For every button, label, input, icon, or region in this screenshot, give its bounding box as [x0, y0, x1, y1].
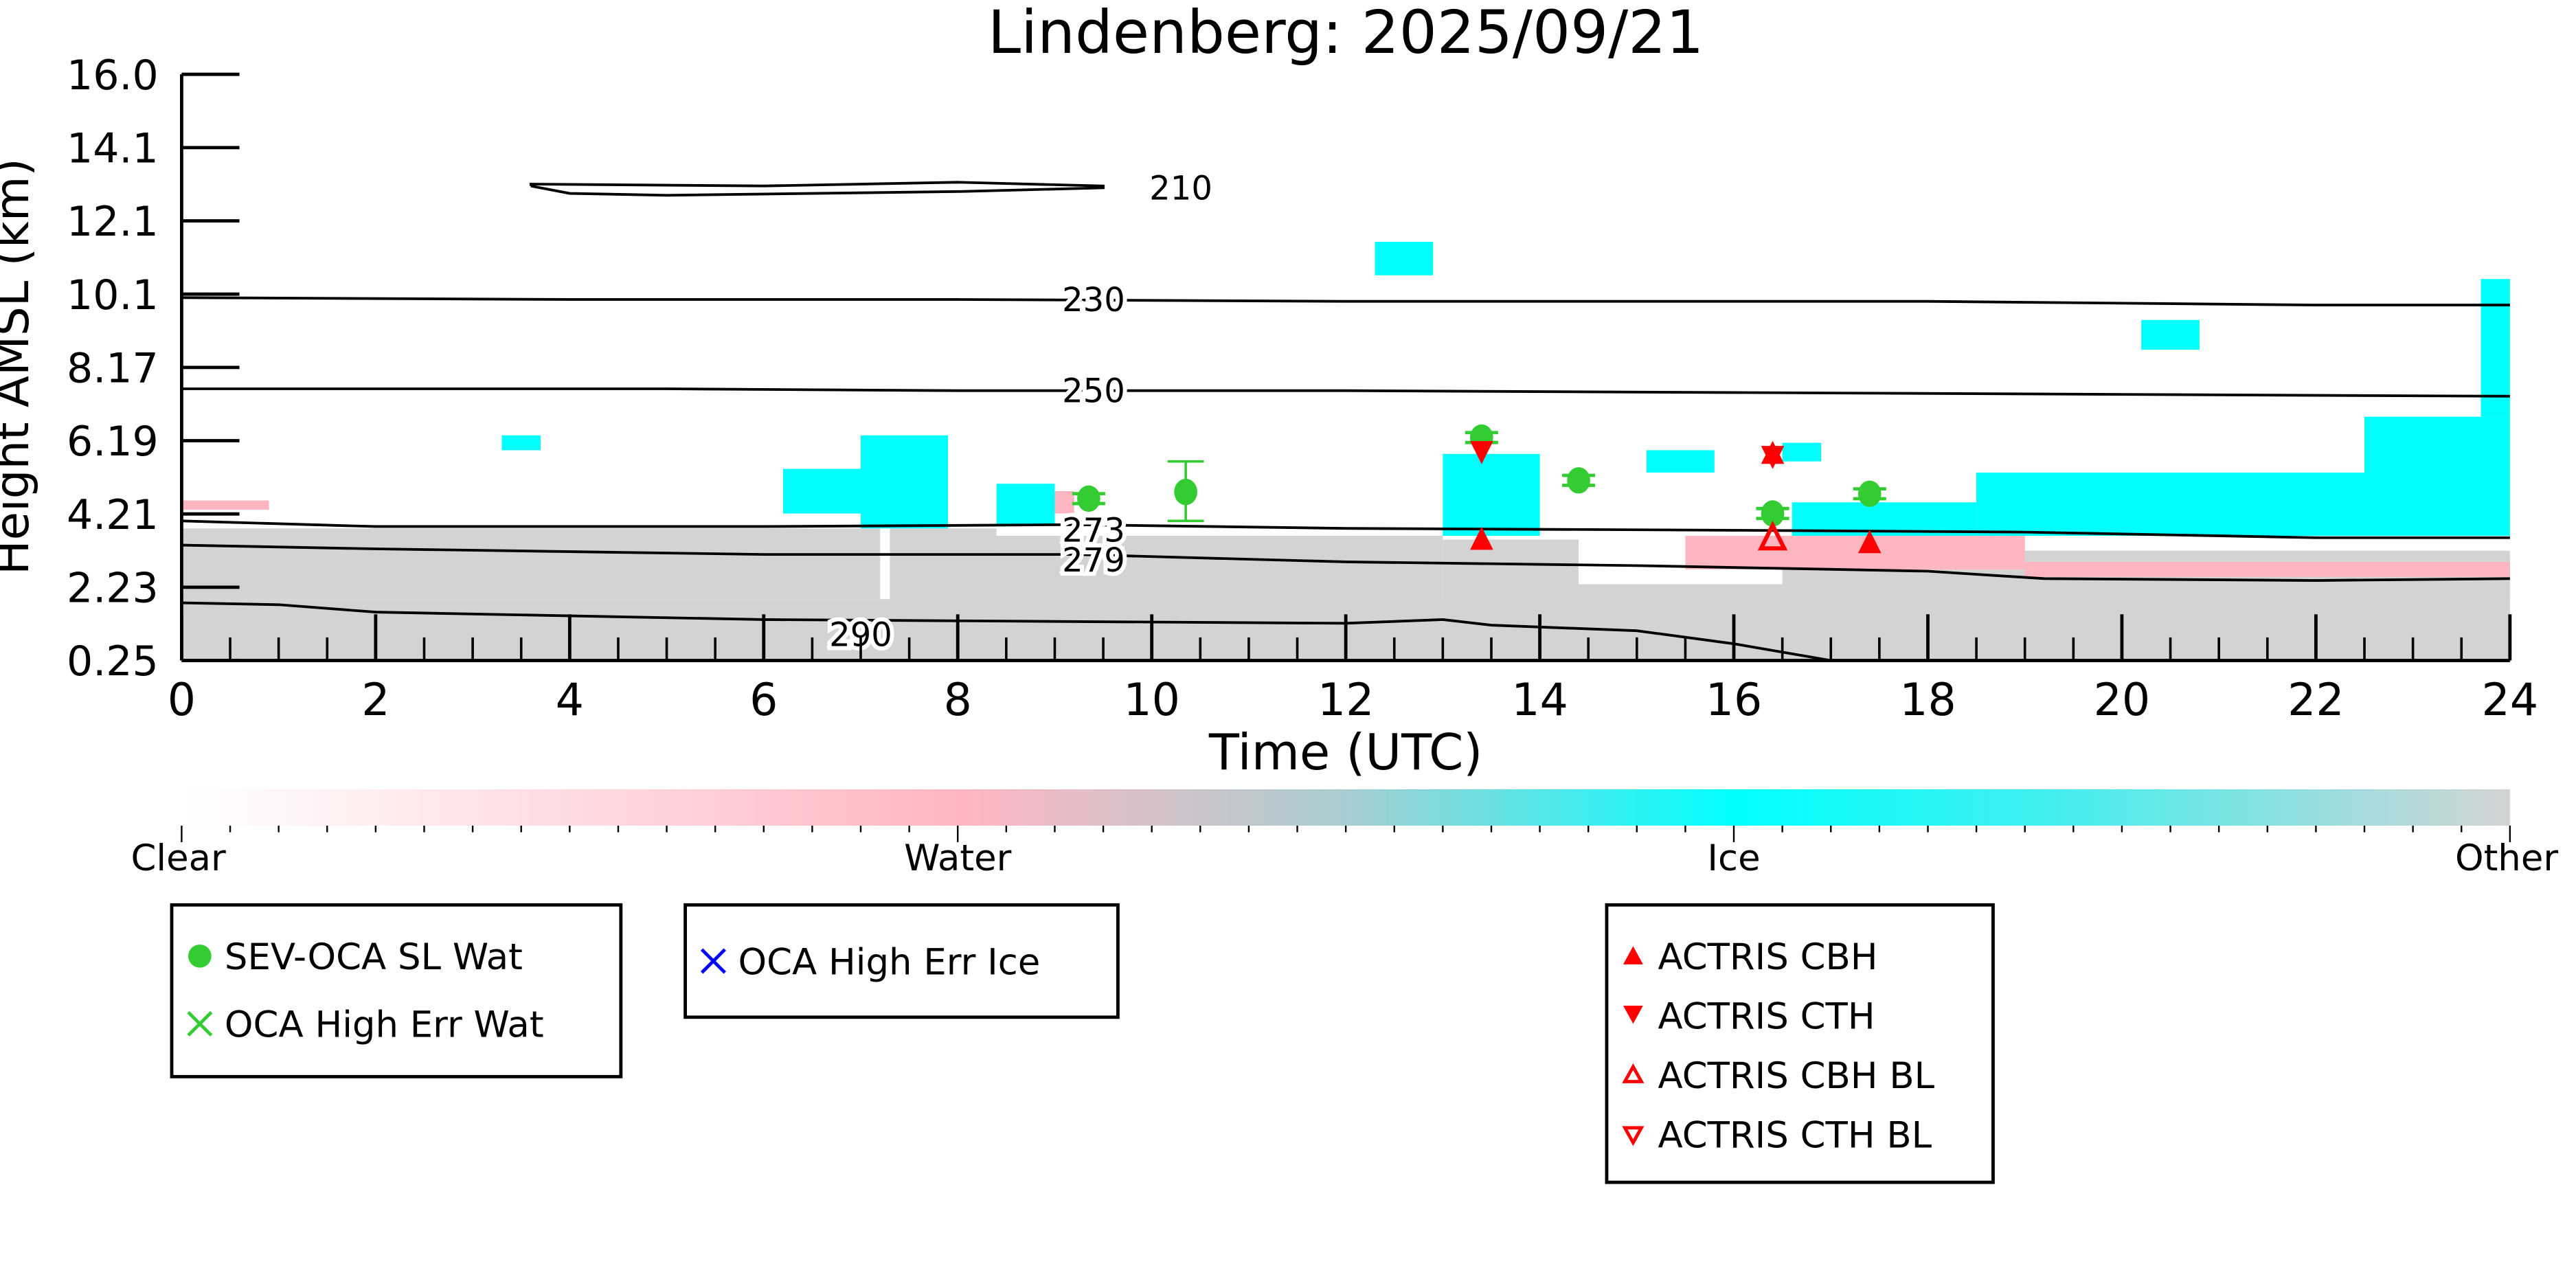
cloud-region-water — [181, 500, 269, 510]
legend-marker-x — [187, 1010, 213, 1037]
y-tick-label: 8.17 — [67, 344, 159, 392]
marker-actris-cbh — [1470, 526, 1493, 550]
legend-label: SEV-OCA SL Wat — [225, 936, 523, 978]
x-axis-label: Time (UTC) — [1208, 724, 1483, 782]
cloud-region-other — [1443, 539, 1579, 614]
cloud-region-other — [996, 536, 1443, 611]
x-tick-label: 22 — [2287, 675, 2345, 726]
marker-actris-cth — [1470, 441, 1493, 464]
legend-marker-sev-oca — [188, 945, 212, 968]
x-tick-label: 24 — [2482, 675, 2539, 726]
colorbar-gradient — [181, 789, 2510, 826]
x-tick-label: 8 — [944, 675, 972, 726]
legend-label: ACTRIS CTH BL — [1658, 1115, 1932, 1157]
cloud-region-ice — [861, 435, 949, 529]
colorbar-label-other: Other — [2455, 837, 2558, 879]
legend-sev-oca: SEV-OCA SL Wat OCA High Err Wat — [170, 903, 623, 1078]
x-tick-label: 14 — [1511, 675, 1568, 726]
x-tick-label: 2 — [361, 675, 389, 726]
y-tick-label: 2.23 — [67, 565, 159, 613]
contour-label-279: 279 — [1062, 541, 1125, 580]
cloud-region-other — [1579, 584, 1783, 611]
marker-sev-oca-sl-wat — [1567, 467, 1590, 494]
cloud-region-other — [181, 528, 881, 600]
colorbar-label-clear: Clear — [131, 837, 226, 879]
cloud-region-ice — [1782, 442, 1822, 462]
cloud-region-ice — [2141, 319, 2200, 350]
contour-line-230 — [181, 296, 2510, 307]
legend-marker-x — [700, 948, 726, 974]
y-tick-label: 4.21 — [67, 491, 159, 539]
y-tick-label: 16.0 — [67, 52, 159, 100]
x-tick-label: 6 — [749, 675, 778, 726]
x-tick-label: 10 — [1123, 675, 1180, 726]
marker-actris-cth — [1761, 446, 1785, 469]
cloud-region-ice — [2364, 416, 2510, 536]
cloud-region-ice — [1646, 450, 1715, 473]
legend-label: ACTRIS CBH BL — [1658, 1055, 1934, 1097]
cloud-region-ice — [1976, 472, 2365, 536]
cloud-region-ice — [1375, 241, 1434, 275]
legend-label: ACTRIS CBH — [1658, 936, 1877, 978]
cloud-region-ice — [996, 484, 1055, 525]
y-tick-label: 10.1 — [67, 271, 159, 319]
contour-label-250: 250 — [1062, 372, 1125, 411]
contour-label-210: 210 — [1149, 169, 1212, 207]
cloud-region-water — [2024, 561, 2510, 577]
cloud-region-ice — [1443, 453, 1540, 536]
x-tick-label: 12 — [1318, 675, 1375, 726]
colorbar-label-ice: Ice — [1707, 837, 1760, 879]
x-tick-label: 16 — [1706, 675, 1763, 726]
legend-marker-cth-bl — [1622, 1126, 1645, 1146]
contour-line-210 — [529, 181, 1105, 197]
contour-label-273: 273 — [1062, 512, 1125, 550]
marker-actris-cbh-bl — [1757, 520, 1788, 551]
y-tick-label: 0.25 — [67, 637, 159, 686]
contour-line-250 — [181, 387, 2510, 398]
markers — [1072, 424, 1886, 554]
contour-label-230: 230 — [1062, 281, 1125, 319]
legend-marker-cbh-bl — [1622, 1063, 1645, 1083]
cloud-region-ice — [501, 435, 541, 451]
chart-title: Lindenberg: 2025/09/21 — [988, 0, 1704, 67]
y-tick-label: 12.1 — [67, 198, 159, 246]
x-tick-label: 0 — [168, 675, 196, 726]
legend-actris: ACTRIS CBH ACTRIS CTH ACTRIS CBH BL ACTR… — [1605, 903, 1995, 1184]
colorbar: Clear Water Ice Other — [131, 789, 2558, 879]
marker-actris-cbh — [1857, 530, 1882, 554]
legend-label: ACTRIS CTH — [1658, 996, 1875, 1038]
y-tick-label: 14.1 — [67, 124, 159, 172]
marker-sev-oca-sl-wat — [1077, 485, 1100, 512]
contour-line-279 — [181, 543, 2510, 582]
legend-oca-ice: OCA High Err Ice — [683, 903, 1120, 1019]
cloud-region-ice — [783, 468, 861, 514]
colorbar-label-water: Water — [904, 837, 1012, 879]
x-tick-label: 18 — [1899, 675, 1956, 726]
marker-sev-oca-sl-wat — [1857, 480, 1882, 508]
cloud-region-water — [1685, 536, 2025, 569]
y-axis-label: Height AMSL (km) — [0, 158, 39, 575]
cloud-region-ice — [2481, 279, 2510, 417]
legend-marker-cth — [1623, 1005, 1643, 1024]
marker-sev-oca-sl-wat — [1174, 478, 1197, 506]
legend-marker-cbh — [1623, 946, 1643, 964]
legend-label: OCA High Err Ice — [738, 941, 1041, 983]
contour-line-273 — [181, 519, 2510, 539]
cloud-region-other — [890, 528, 997, 611]
marker-sev-oca-sl-wat — [1761, 500, 1785, 527]
x-tick-label: 20 — [2094, 675, 2151, 726]
y-tick-label: 6.19 — [67, 418, 159, 466]
legend-label: OCA High Err Wat — [225, 1004, 544, 1046]
x-tick-label: 4 — [556, 675, 584, 726]
